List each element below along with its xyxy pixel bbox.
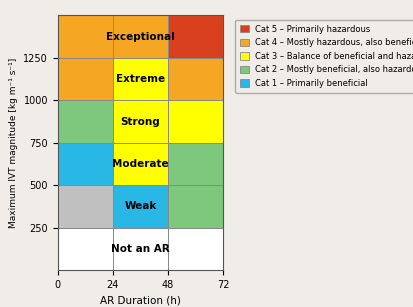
Bar	[168, 143, 223, 185]
Bar	[168, 100, 223, 143]
Y-axis label: Maximum IVT magnitude [kg m⁻¹ s⁻¹]: Maximum IVT magnitude [kg m⁻¹ s⁻¹]	[9, 58, 18, 228]
Text: Not an AR: Not an AR	[111, 244, 170, 254]
Bar	[58, 15, 113, 58]
Text: Exceptional: Exceptional	[106, 32, 175, 41]
Bar	[168, 228, 223, 270]
Bar	[113, 228, 168, 270]
Legend: Cat 5 – Primarily hazardous, Cat 4 – Mostly hazardous, also beneficial, Cat 3 – : Cat 5 – Primarily hazardous, Cat 4 – Mos…	[235, 20, 413, 93]
Text: Weak: Weak	[124, 201, 157, 212]
Bar	[113, 15, 168, 58]
Bar	[58, 100, 113, 143]
Bar	[168, 185, 223, 228]
Bar	[168, 58, 223, 100]
Text: Moderate: Moderate	[112, 159, 169, 169]
Bar	[113, 58, 168, 100]
Bar	[58, 185, 113, 228]
Text: Strong: Strong	[121, 117, 160, 126]
Text: Extreme: Extreme	[116, 74, 165, 84]
Bar	[113, 185, 168, 228]
Bar	[113, 100, 168, 143]
Bar	[58, 143, 113, 185]
X-axis label: AR Duration (h): AR Duration (h)	[100, 295, 181, 305]
Bar	[113, 143, 168, 185]
Bar	[168, 15, 223, 58]
Bar	[58, 58, 113, 100]
Bar	[58, 228, 113, 270]
